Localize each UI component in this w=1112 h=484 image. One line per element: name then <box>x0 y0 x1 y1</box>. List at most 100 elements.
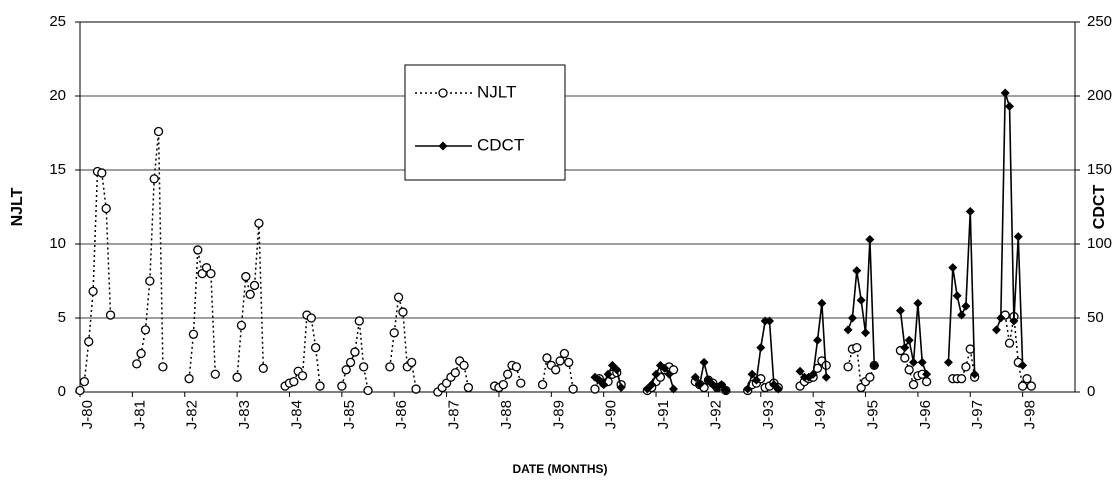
data-point <box>865 235 875 245</box>
data-point <box>747 369 757 379</box>
data-point <box>660 363 670 373</box>
data-point <box>450 368 460 378</box>
data-point <box>1018 360 1028 370</box>
data-point <box>1022 374 1032 384</box>
data-point <box>869 360 879 370</box>
data-point <box>808 369 818 379</box>
data-point <box>943 357 953 367</box>
data-point <box>459 360 469 371</box>
data-point <box>909 357 919 367</box>
data-point <box>895 306 905 316</box>
data-point <box>140 325 151 335</box>
data-point <box>917 357 927 367</box>
data-point <box>1004 338 1015 348</box>
x-tick-label: J-81 <box>131 400 148 429</box>
data-point <box>616 383 626 393</box>
x-tick-label: J-84 <box>288 400 305 429</box>
data-point <box>843 362 853 372</box>
y2-axis-title: CDCT <box>1091 185 1108 230</box>
x-tick-label: J-96 <box>917 400 934 429</box>
data-point <box>743 384 753 394</box>
data-point <box>865 372 875 382</box>
data-point <box>1017 381 1028 391</box>
data-point <box>847 313 857 323</box>
data-point <box>254 218 264 228</box>
x-tick-label: J-86 <box>393 400 410 429</box>
data-point <box>516 378 526 388</box>
data-point <box>603 369 613 379</box>
data-point <box>210 369 220 379</box>
y2-tick-label: 150 <box>1087 161 1112 178</box>
data-point <box>398 307 408 317</box>
data-point <box>852 342 862 353</box>
x-tick-label: J-89 <box>550 400 567 429</box>
data-point <box>717 380 727 390</box>
legend-marker <box>438 88 448 98</box>
data-point <box>690 372 700 382</box>
data-point <box>651 369 661 379</box>
data-point <box>900 353 910 363</box>
data-point <box>315 381 325 391</box>
data-point <box>751 375 761 385</box>
y-tick-label: 0 <box>58 383 66 400</box>
data-point <box>922 369 932 379</box>
data-point <box>337 381 347 391</box>
data-point <box>206 268 216 279</box>
legend-box <box>404 64 566 181</box>
legend-label: NJLT <box>477 82 516 101</box>
data-point <box>359 362 369 372</box>
data-point <box>957 310 967 320</box>
data-point <box>249 280 260 291</box>
data-point <box>184 374 194 384</box>
data-point <box>612 365 622 375</box>
data-point <box>1026 381 1037 391</box>
data-point <box>297 371 308 381</box>
x-tick-label: J-95 <box>864 400 881 429</box>
data-point <box>306 313 316 323</box>
data-point <box>817 298 827 308</box>
data-point <box>258 363 268 373</box>
data-point <box>669 384 679 394</box>
data-point <box>813 335 823 345</box>
data-point <box>97 168 107 178</box>
y2-tick-label: 250 <box>1087 13 1112 30</box>
data-point <box>991 325 1001 335</box>
data-point <box>537 379 548 390</box>
data-point <box>904 365 914 375</box>
data-point <box>861 328 871 338</box>
data-point <box>821 372 831 382</box>
data-point <box>193 245 203 255</box>
data-point <box>463 382 474 393</box>
data-point <box>88 286 98 297</box>
x-tick-label: J-88 <box>498 400 515 429</box>
data-point <box>956 374 967 384</box>
data-point <box>498 379 508 390</box>
data-point <box>948 263 958 273</box>
data-point <box>756 343 766 353</box>
data-point <box>564 357 574 368</box>
data-point <box>1000 88 1010 98</box>
data-point <box>311 342 321 353</box>
y-tick-label: 10 <box>49 235 66 252</box>
data-point <box>345 357 356 368</box>
data-point <box>158 362 168 372</box>
data-point <box>559 348 570 359</box>
x-tick-label: J-97 <box>969 400 986 429</box>
data-point <box>721 386 731 396</box>
y2-tick-label: 200 <box>1087 87 1112 104</box>
data-point <box>856 295 866 305</box>
data-point <box>245 289 255 299</box>
x-tick-label: J-90 <box>603 400 620 429</box>
data-point <box>354 316 364 326</box>
x-tick-label: J-80 <box>79 400 96 429</box>
legend-marker <box>438 141 448 151</box>
data-point <box>188 329 199 339</box>
x-tick-label: J-91 <box>655 400 672 429</box>
data-point <box>961 362 971 372</box>
y2-tick-label: 100 <box>1087 235 1112 252</box>
data-point <box>965 344 975 354</box>
data-point <box>75 385 85 396</box>
data-point <box>145 276 155 286</box>
data-point <box>503 369 513 379</box>
